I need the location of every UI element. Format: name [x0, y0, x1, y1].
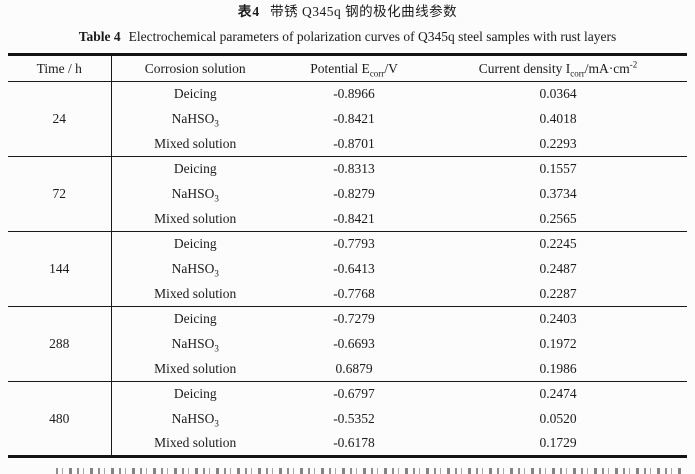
solution-cell: Deicing — [111, 231, 279, 257]
current-cell: 0.2565 — [539, 210, 577, 226]
table-row: 24 Deicing -0.8966 0.0364 — [8, 81, 687, 157]
current-subscript: corr — [570, 68, 585, 79]
potential-subscript: corr — [369, 68, 385, 79]
header-row: Time / h Corrosion solution Potential Ec… — [8, 54, 687, 82]
current-cell: 0.2474 — [429, 381, 687, 407]
table-caption-en: Table 4 Electrochemical parameters of pol… — [0, 29, 695, 45]
table-row: NaHSO3 -0.8421 0.4018 — [8, 107, 687, 132]
table-row: Mixed solution -0.8701 0.2293 — [8, 132, 687, 157]
current-cell: 0.1986 — [539, 360, 577, 376]
solution-cell: NaHSO3 — [171, 261, 219, 279]
table-title-zh-label: 表4 — [237, 4, 261, 19]
solution-cell: Mixed solution — [154, 285, 237, 301]
col-header-time: Time / h — [8, 54, 112, 82]
table-row: Mixed solution -0.7768 0.2287 — [8, 282, 687, 307]
table-row: 480 Deicing -0.6797 0.2474 — [8, 381, 687, 457]
table-title-zh-text: 带锈 Q345q 钢的极化曲线参数 — [270, 4, 458, 19]
potential-cell: -0.6797 — [279, 381, 429, 407]
potential-cell: -0.7793 — [279, 231, 429, 257]
potential-cell: -0.8421 — [333, 210, 375, 226]
current-superscript: -2 — [629, 59, 638, 69]
table-caption-en-label: Table 4 — [78, 29, 121, 44]
time-cell: 144 — [8, 231, 112, 307]
potential-cell: 0.6879 — [335, 360, 373, 376]
col-header-current: Current density Icorr/mA·cm-2 — [429, 54, 687, 82]
potential-cell: -0.7768 — [333, 285, 375, 301]
table-title-zh: 表4 带锈 Q345q 钢的极化曲线参数 — [0, 0, 695, 20]
current-cell: 0.1729 — [539, 435, 577, 451]
col-header-potential: Potential Ecorr/V — [279, 54, 429, 82]
current-cell: 0.2293 — [539, 135, 577, 151]
clipped-next-paragraph-fragment — [56, 468, 686, 474]
time-cell: 288 — [8, 306, 112, 382]
solution-cell: NaHSO3 — [171, 336, 219, 354]
current-cell: 0.4018 — [539, 111, 577, 126]
table-caption-en-text: Electrochemical parameters of polarizati… — [128, 29, 617, 44]
current-cell: 0.3734 — [539, 186, 577, 201]
potential-cell: -0.6178 — [333, 435, 375, 451]
potential-cell: -0.5352 — [333, 411, 375, 426]
table-row: 288 Deicing -0.7279 0.2403 — [8, 306, 687, 382]
solution-cell: NaHSO3 — [171, 411, 219, 429]
potential-cell: -0.8279 — [333, 186, 375, 201]
current-cell: 0.2245 — [429, 231, 687, 257]
solution-cell: Deicing — [111, 381, 279, 407]
potential-cell: -0.7279 — [279, 306, 429, 332]
potential-cell: -0.8701 — [333, 135, 375, 151]
table-header: Time / h Corrosion solution Potential Ec… — [8, 54, 687, 82]
solution-cell: NaHSO3 — [171, 111, 219, 129]
table-row: Mixed solution -0.6178 0.1729 — [8, 432, 687, 457]
solution-cell: Deicing — [111, 156, 279, 182]
solution-cell: Mixed solution — [154, 135, 237, 151]
solution-cell: Mixed solution — [154, 435, 237, 451]
potential-cell: -0.8421 — [333, 111, 375, 126]
potential-cell: -0.6693 — [333, 336, 375, 351]
table-row: NaHSO3 -0.8279 0.3734 — [8, 182, 687, 207]
table-row: Mixed solution 0.6879 0.1986 — [8, 357, 687, 382]
current-cell: 0.2403 — [429, 306, 687, 332]
current-cell: 0.1557 — [429, 156, 687, 182]
table-row: NaHSO3 -0.5352 0.0520 — [8, 407, 687, 432]
current-cell: 0.2287 — [539, 285, 577, 301]
solution-cell: Deicing — [111, 306, 279, 332]
potential-cell: -0.6413 — [333, 261, 375, 276]
table-row: NaHSO3 -0.6413 0.2487 — [8, 257, 687, 282]
current-cell: 0.0364 — [539, 86, 577, 102]
potential-cell: -0.8966 — [333, 86, 375, 102]
electrochemical-parameters-table: Time / h Corrosion solution Potential Ec… — [8, 53, 687, 458]
current-cell: 0.2487 — [539, 261, 577, 276]
solution-cell: Deicing — [173, 86, 217, 102]
solution-cell: NaHSO3 — [171, 186, 219, 204]
table-row: 72 Deicing -0.8313 0.1557 — [8, 156, 687, 232]
time-cell: 72 — [8, 156, 112, 232]
time-cell: 480 — [8, 381, 112, 457]
solution-cell: Mixed solution — [154, 210, 237, 226]
table-body: 24 Deicing -0.8966 0.0364 NaHSO3 -0.8421… — [8, 81, 687, 457]
table-row: 144 Deicing -0.7793 0.2245 — [8, 231, 687, 307]
solution-cell: Mixed solution — [154, 360, 237, 376]
time-cell: 24 — [8, 81, 112, 157]
table-row: Mixed solution -0.8421 0.2565 — [8, 207, 687, 232]
table-row: NaHSO3 -0.6693 0.1972 — [8, 332, 687, 357]
potential-cell: -0.8313 — [279, 156, 429, 182]
current-cell: 0.1972 — [539, 336, 577, 351]
current-cell: 0.0520 — [539, 411, 577, 426]
col-header-solution: Corrosion solution — [111, 54, 279, 82]
